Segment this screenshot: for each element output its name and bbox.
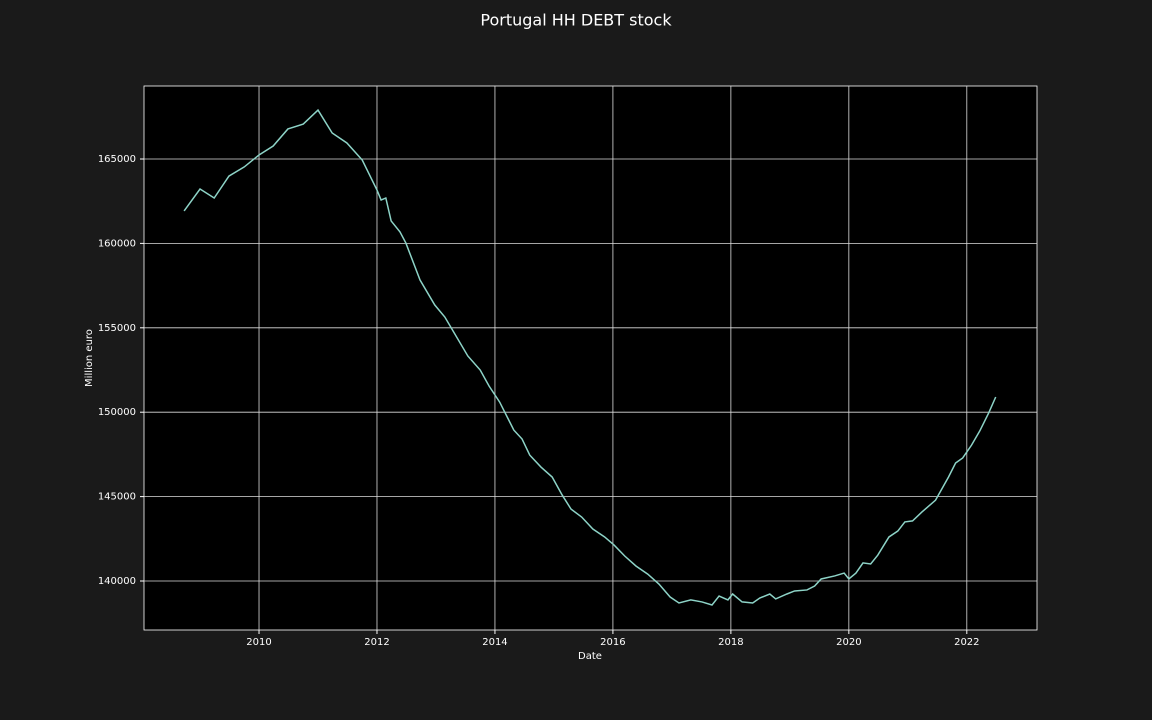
y-tick-label: 155000 (98, 323, 136, 334)
y-tick-label: 145000 (98, 492, 136, 503)
y-tick-label: 165000 (98, 154, 136, 165)
y-tick-label: 160000 (98, 238, 136, 249)
x-tick-label: 2020 (836, 637, 861, 648)
x-tick-label: 2010 (246, 637, 271, 648)
y-axis-label: Million euro (84, 329, 95, 387)
x-tick-label: 2016 (600, 637, 625, 648)
y-tick-label: 150000 (98, 407, 136, 418)
plot-area (143, 85, 1038, 631)
y-tick-label: 140000 (98, 576, 136, 587)
x-axis-label: Date (578, 651, 602, 662)
x-tick-label: 2014 (482, 637, 507, 648)
chart-title: Portugal HH DEBT stock (480, 11, 672, 30)
data-line (183, 108, 997, 606)
x-tick-label: 2018 (718, 637, 743, 648)
x-tick-label: 2022 (954, 637, 979, 648)
x-tick-label: 2012 (364, 637, 389, 648)
